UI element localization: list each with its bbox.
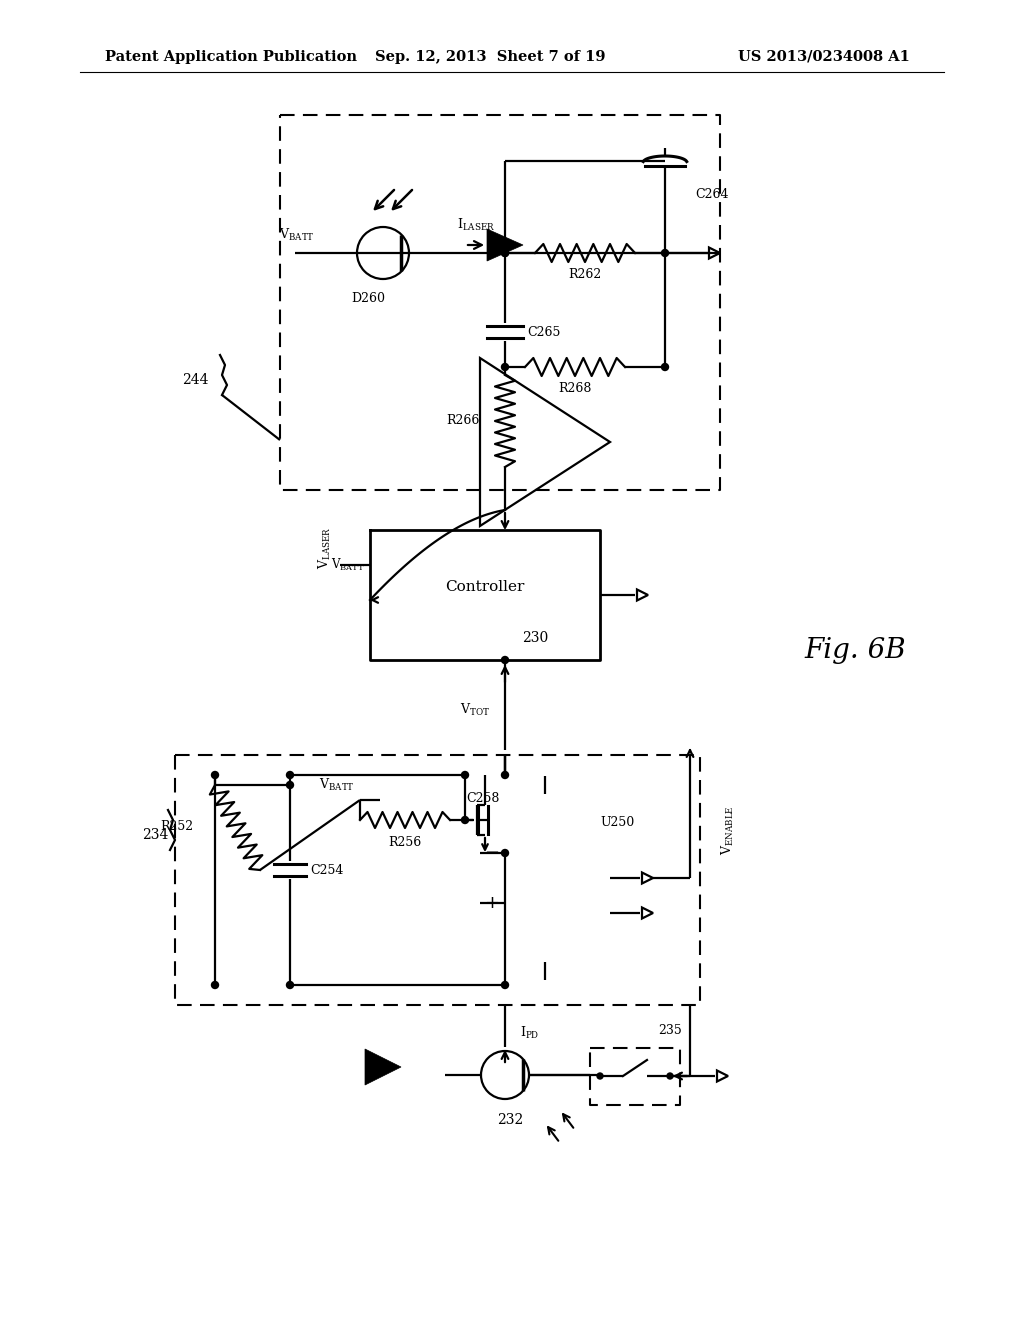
Text: D260: D260 xyxy=(351,292,385,305)
Text: C254: C254 xyxy=(310,863,343,876)
Circle shape xyxy=(212,771,218,779)
Text: V$_{\mathregular{BATT}}$: V$_{\mathregular{BATT}}$ xyxy=(280,227,314,243)
Circle shape xyxy=(502,656,509,664)
Circle shape xyxy=(667,1073,673,1078)
Circle shape xyxy=(287,982,294,989)
Text: Patent Application Publication: Patent Application Publication xyxy=(105,50,357,63)
Text: Fig. 6B: Fig. 6B xyxy=(804,636,906,664)
Text: 230: 230 xyxy=(522,631,548,645)
Text: R268: R268 xyxy=(558,383,592,396)
Text: C264: C264 xyxy=(695,189,728,202)
Circle shape xyxy=(287,771,294,779)
Circle shape xyxy=(502,982,509,989)
Text: R256: R256 xyxy=(388,836,422,849)
Text: V$_{\mathregular{BATT}}$: V$_{\mathregular{BATT}}$ xyxy=(319,777,355,793)
Circle shape xyxy=(462,771,469,779)
Text: C265: C265 xyxy=(527,326,560,338)
Text: V$_{\mathregular{ENABLE}}$: V$_{\mathregular{ENABLE}}$ xyxy=(720,805,736,855)
Text: 234: 234 xyxy=(141,828,168,842)
Text: V$_{\mathregular{LASER}}$: V$_{\mathregular{LASER}}$ xyxy=(317,527,333,569)
Text: V$_{\mathregular{BATT}}$: V$_{\mathregular{BATT}}$ xyxy=(332,557,365,573)
Circle shape xyxy=(502,363,509,371)
Circle shape xyxy=(662,249,669,256)
Circle shape xyxy=(502,771,509,779)
Text: I$_{\mathregular{PD}}$: I$_{\mathregular{PD}}$ xyxy=(520,1024,540,1041)
Text: R262: R262 xyxy=(568,268,602,281)
Text: U250: U250 xyxy=(600,817,634,829)
Circle shape xyxy=(502,850,509,857)
Text: US 2013/0234008 A1: US 2013/0234008 A1 xyxy=(738,50,910,63)
Circle shape xyxy=(502,249,509,256)
Circle shape xyxy=(662,363,669,371)
Circle shape xyxy=(502,249,509,256)
Text: I$_{\mathregular{LASER}}$: I$_{\mathregular{LASER}}$ xyxy=(457,216,496,234)
Text: Sep. 12, 2013  Sheet 7 of 19: Sep. 12, 2013 Sheet 7 of 19 xyxy=(375,50,605,63)
Polygon shape xyxy=(487,228,523,261)
Polygon shape xyxy=(365,1049,401,1085)
Text: R266: R266 xyxy=(446,414,480,428)
Circle shape xyxy=(597,1073,603,1078)
Text: 232: 232 xyxy=(497,1113,523,1127)
Circle shape xyxy=(462,817,469,824)
Circle shape xyxy=(212,982,218,989)
Text: −: − xyxy=(484,843,500,862)
Text: 235: 235 xyxy=(658,1023,682,1036)
Circle shape xyxy=(287,781,294,788)
Text: 244: 244 xyxy=(181,374,208,387)
Text: R252: R252 xyxy=(160,821,193,833)
Text: +: + xyxy=(484,894,500,912)
Text: V$_{\mathregular{TOT}}$: V$_{\mathregular{TOT}}$ xyxy=(460,702,490,718)
Text: Controller: Controller xyxy=(445,579,524,594)
Text: C258: C258 xyxy=(466,792,500,804)
